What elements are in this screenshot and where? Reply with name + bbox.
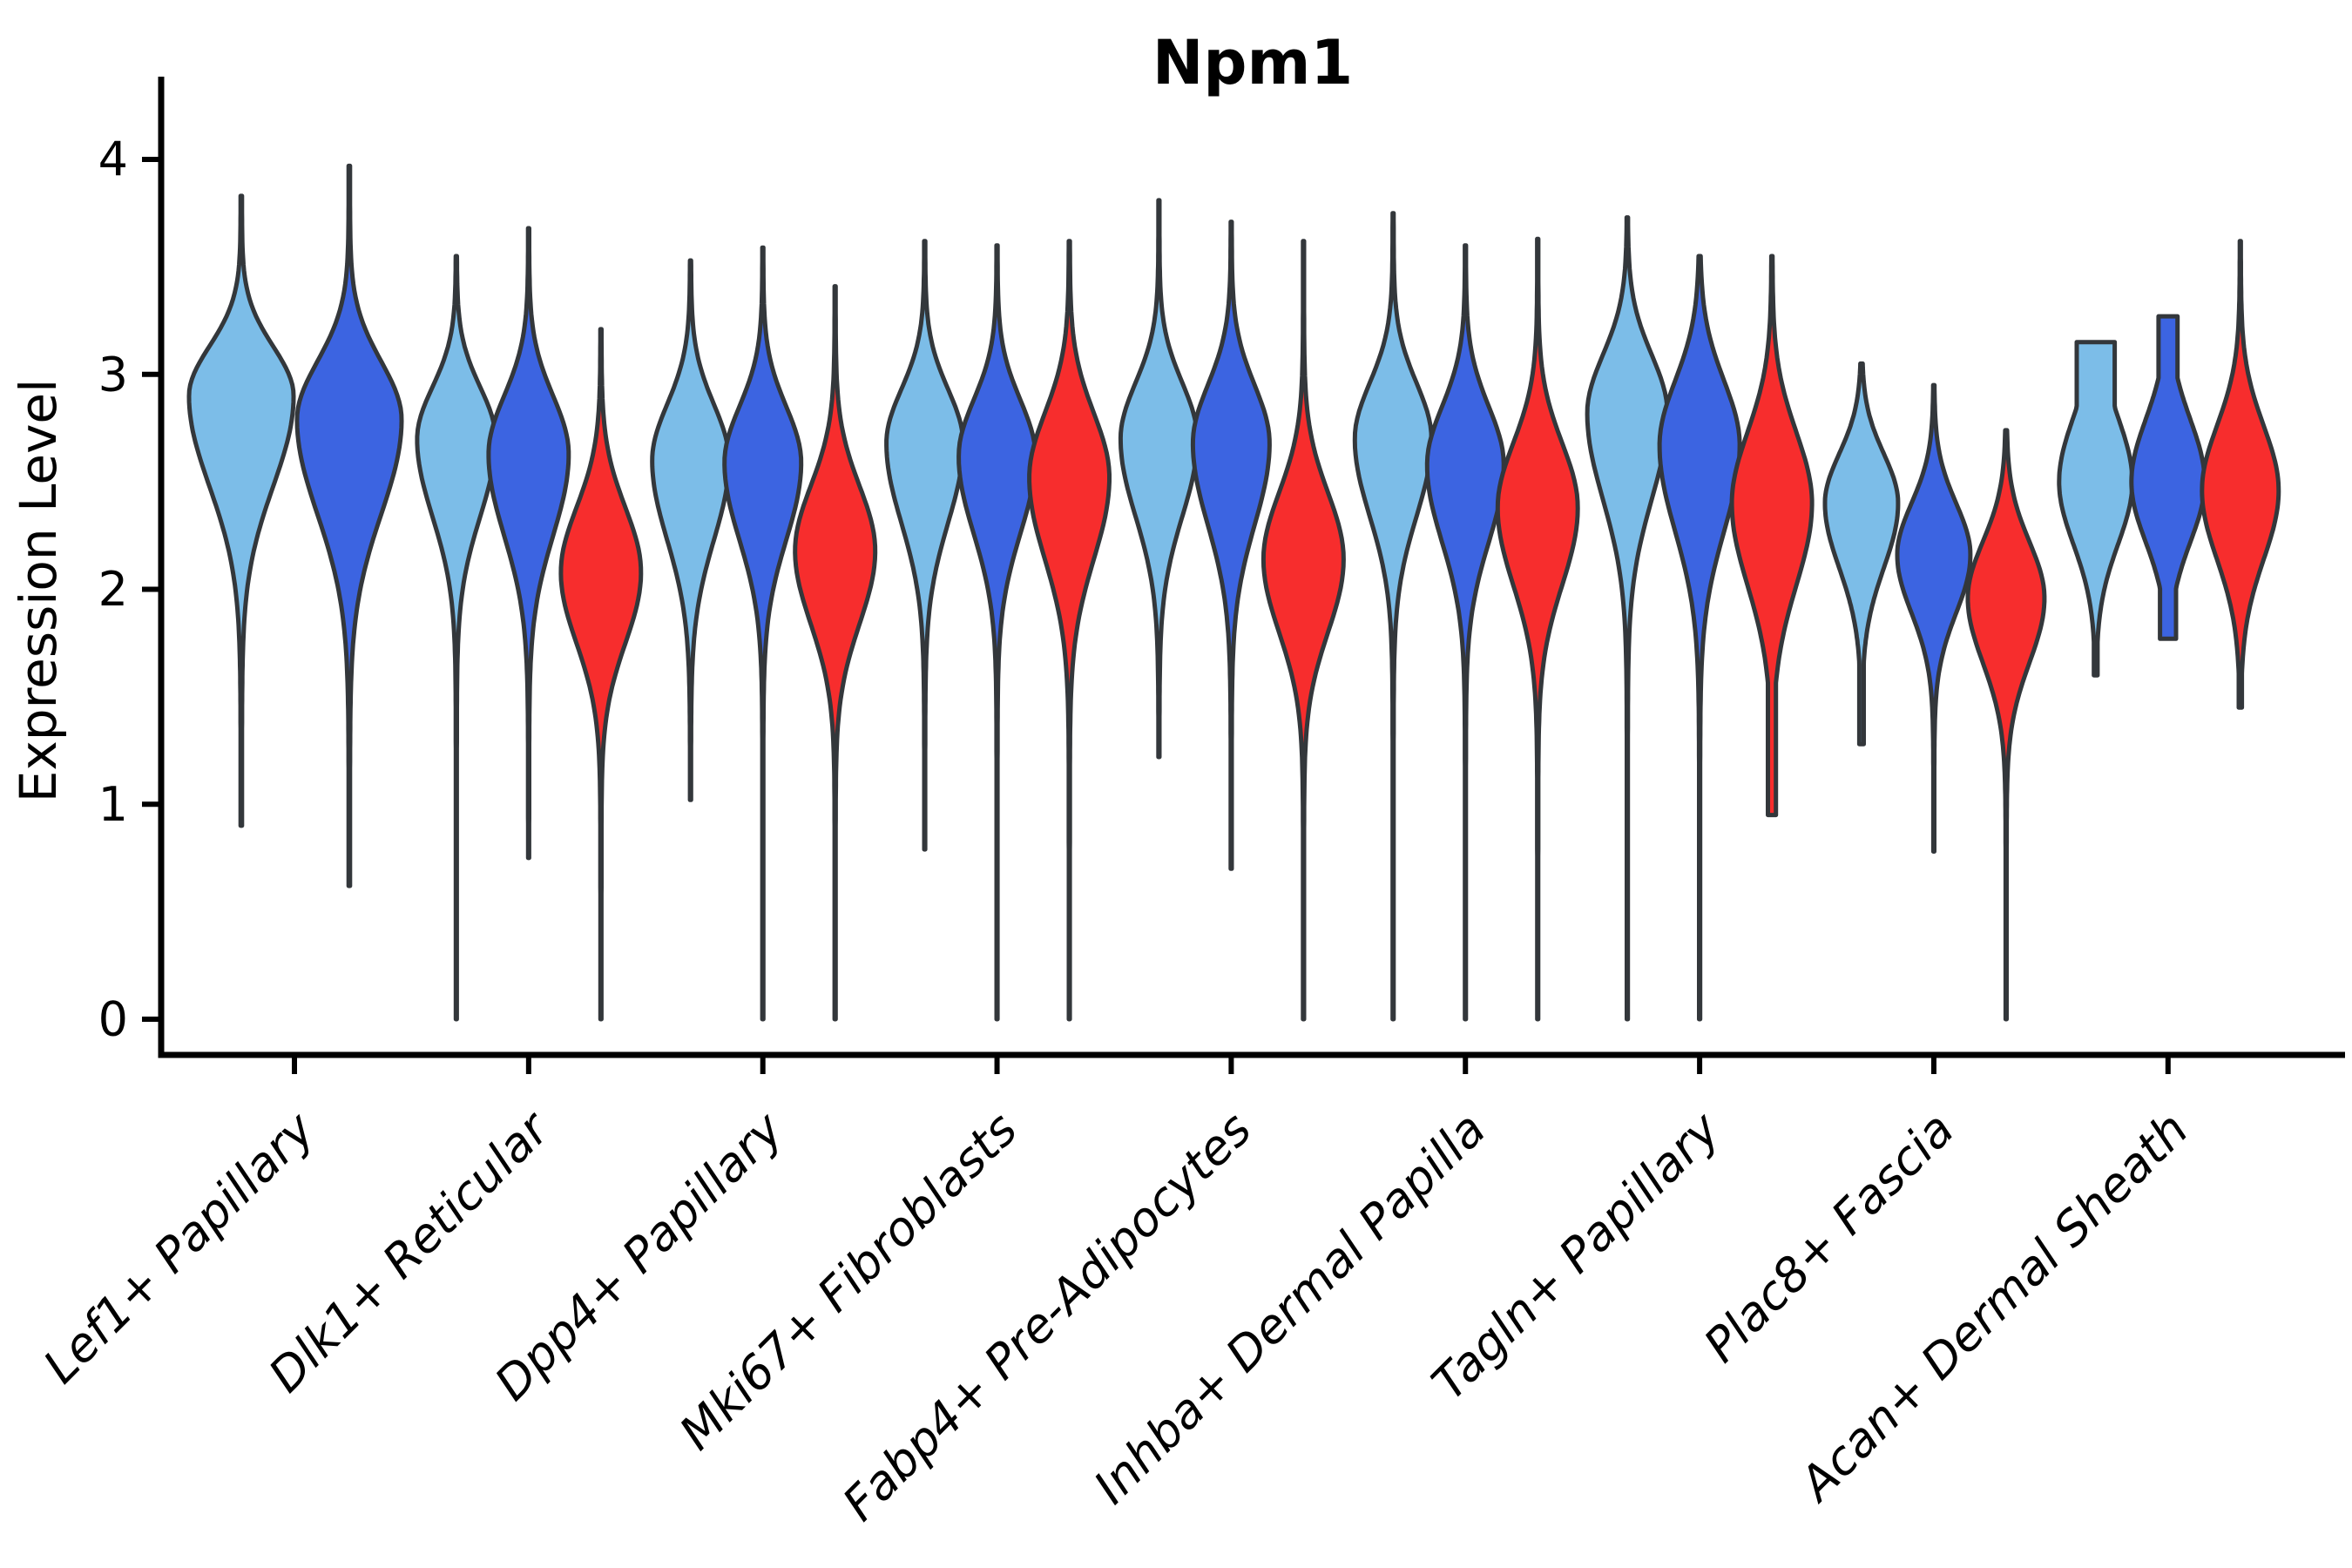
violin-Acan+-dark-blue <box>2129 314 2207 641</box>
violin-Fabp4+-light-blue <box>1118 198 1200 760</box>
violin-Lef1+-dark-blue <box>294 163 404 889</box>
violins-layer <box>186 163 2281 1022</box>
x-tick-label: Plac8+ Fascia <box>1693 1102 1964 1373</box>
violin-Inhba+-light-blue <box>1352 211 1434 1022</box>
violin-Mki67+-light-blue <box>884 239 965 852</box>
violin-Tagln+-dark-blue <box>1657 253 1742 1022</box>
violin-Mki67+-dark-blue <box>956 243 1037 1022</box>
violin-Lef1+-light-blue <box>186 193 296 828</box>
x-tick-label: Fabp4+ Pre-Adipocytes <box>832 1102 1261 1531</box>
violin-Plac8+-dark-blue <box>1895 382 1973 854</box>
violin-Fabp4+-red <box>1260 239 1346 1022</box>
x-tick-label: Acan+ Dermal Sheath <box>1788 1102 2199 1513</box>
violin-Dlk1+-red <box>558 327 644 1022</box>
violin-Fabp4+-dark-blue <box>1190 220 1272 871</box>
y-tick-label: 0 <box>98 992 128 1047</box>
violin-Dlk1+-light-blue <box>415 253 498 1022</box>
y-tick-label: 1 <box>98 777 128 832</box>
axes-layer <box>142 77 2345 1074</box>
violin-Dlk1+-dark-blue <box>486 226 571 861</box>
y-tick-label: 4 <box>98 132 128 187</box>
y-axis-label: Expression Level <box>9 379 68 802</box>
violin-Acan+-red <box>2200 239 2281 710</box>
violin-Inhba+-red <box>1495 236 1580 1022</box>
chart-title: Npm1 <box>1152 27 1353 98</box>
violin-Tagln+-light-blue <box>1585 215 1670 1022</box>
y-tick-label: 3 <box>98 347 128 402</box>
violin-Plac8+-red <box>1965 428 2047 1022</box>
violin-Plac8+-light-blue <box>1822 361 1901 747</box>
violin-Dpp4+-dark-blue <box>722 245 804 1022</box>
violin-Mki67+-red <box>1027 239 1112 1022</box>
violin-Inhba+-dark-blue <box>1424 243 1506 1022</box>
violin-Dpp4+-red <box>793 284 878 1022</box>
violin-Dpp4+-light-blue <box>650 258 732 802</box>
violin-Tagln+-red <box>1729 253 1815 818</box>
x-tick-label: Inhba+ Dermal Papilla <box>1084 1102 1497 1515</box>
y-tick-label: 2 <box>98 562 128 617</box>
violin-Acan+-light-blue <box>2057 340 2135 678</box>
